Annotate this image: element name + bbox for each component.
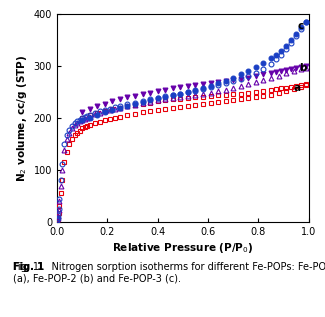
Text: a: a <box>294 83 301 93</box>
Text: Fig. 1    Nitrogen sorption isotherms for different Fe-POPs: Fe-POP-1
(a), Fe-PO: Fig. 1 Nitrogen sorption isotherms for d… <box>13 262 325 283</box>
Text: Fig. 1: Fig. 1 <box>13 262 44 272</box>
Text: c: c <box>297 21 304 31</box>
X-axis label: Relative Pressure (P/P$_0$): Relative Pressure (P/P$_0$) <box>112 241 254 255</box>
Text: b: b <box>299 63 306 73</box>
Text: Fig. 1: Fig. 1 <box>13 262 44 272</box>
Y-axis label: N$_2$ volume, cc/g (STP): N$_2$ volume, cc/g (STP) <box>15 54 29 182</box>
